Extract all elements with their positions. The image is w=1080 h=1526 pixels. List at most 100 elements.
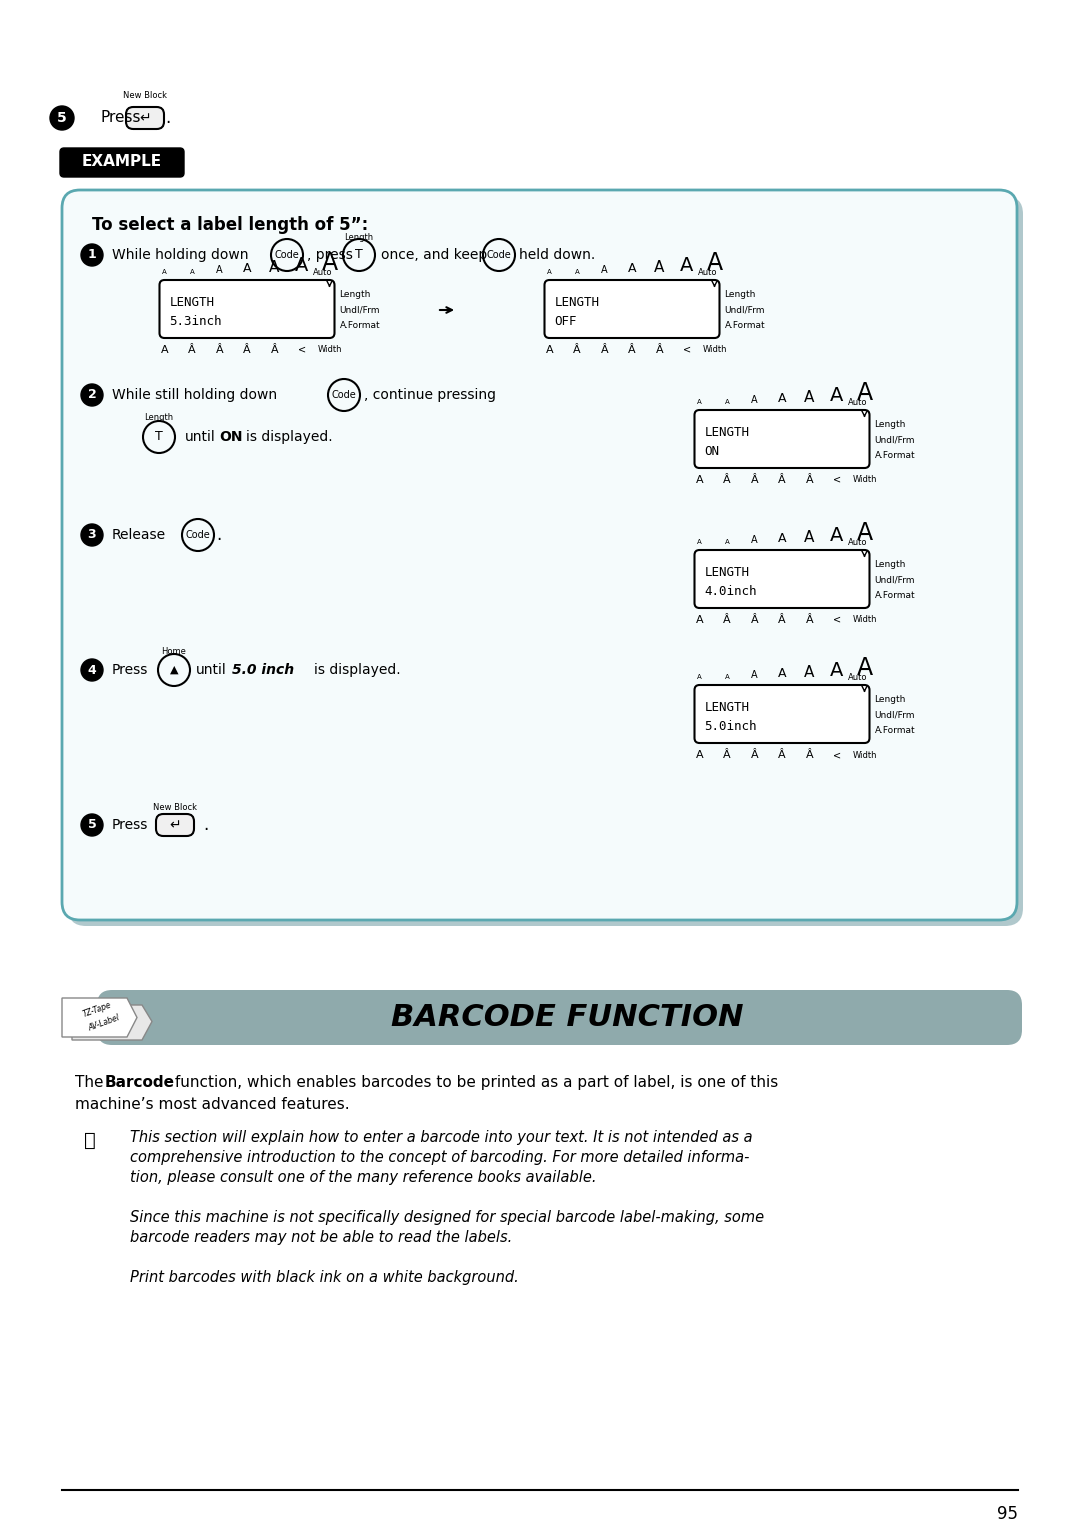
Text: barcode readers may not be able to read the labels.: barcode readers may not be able to read …: [130, 1230, 512, 1245]
Text: This section will explain how to enter a barcode into your text. It is not inten: This section will explain how to enter a…: [130, 1129, 753, 1144]
Text: .: .: [165, 108, 171, 127]
Text: A: A: [161, 345, 168, 356]
FancyBboxPatch shape: [126, 107, 164, 130]
Text: A: A: [725, 674, 729, 681]
Text: is displayed.: is displayed.: [314, 662, 401, 678]
Text: until: until: [185, 430, 216, 444]
Text: Code: Code: [332, 391, 356, 400]
Text: Barcode: Barcode: [105, 1074, 175, 1090]
Text: Length: Length: [345, 232, 374, 241]
Text: A: A: [831, 661, 843, 681]
Text: A: A: [162, 269, 167, 275]
Text: A: A: [216, 266, 222, 275]
Text: Undl/Frm: Undl/Frm: [875, 575, 915, 584]
Text: once, and keep: once, and keep: [381, 249, 487, 262]
Text: Since this machine is not specifically designed for special barcode label-making: Since this machine is not specifically d…: [130, 1210, 765, 1225]
Text: A: A: [805, 530, 814, 545]
Text: 4.0inch: 4.0inch: [704, 586, 757, 598]
Text: .: .: [216, 526, 221, 543]
Text: Â: Â: [573, 345, 581, 356]
Text: A: A: [243, 262, 252, 275]
Text: Length: Length: [339, 290, 370, 299]
FancyBboxPatch shape: [544, 279, 719, 337]
Text: Undl/Frm: Undl/Frm: [339, 305, 380, 314]
Text: A: A: [697, 398, 702, 404]
Text: Â: Â: [724, 615, 731, 626]
Text: A.Format: A.Format: [875, 591, 915, 600]
Text: A.Format: A.Format: [875, 452, 915, 461]
Text: Â: Â: [188, 345, 195, 356]
Text: Width: Width: [318, 345, 341, 354]
Text: 5.3inch: 5.3inch: [170, 316, 222, 328]
Text: Undl/Frm: Undl/Frm: [725, 305, 765, 314]
Circle shape: [81, 244, 103, 266]
Text: ON: ON: [219, 430, 243, 444]
Text: <: <: [833, 615, 841, 626]
Polygon shape: [72, 1006, 152, 1041]
Text: Â: Â: [806, 475, 813, 485]
Text: 4: 4: [87, 664, 96, 676]
FancyBboxPatch shape: [60, 148, 184, 177]
Text: New Block: New Block: [153, 803, 197, 812]
Text: 1: 1: [87, 249, 96, 261]
Text: Undl/Frm: Undl/Frm: [875, 711, 915, 720]
Text: A: A: [725, 539, 729, 545]
Text: 3: 3: [87, 528, 96, 542]
Text: Â: Â: [724, 749, 731, 760]
Circle shape: [81, 659, 103, 681]
Text: 📖: 📖: [84, 1131, 96, 1149]
Text: A: A: [697, 674, 702, 681]
Text: Auto: Auto: [698, 269, 717, 278]
Text: is displayed.: is displayed.: [246, 430, 333, 444]
Text: A: A: [752, 395, 758, 404]
Text: Release: Release: [112, 528, 166, 542]
Text: .: .: [203, 816, 208, 835]
Circle shape: [50, 105, 75, 130]
Text: T: T: [156, 430, 163, 444]
Text: A: A: [706, 250, 723, 275]
Text: A: A: [778, 392, 786, 404]
Text: Print barcodes with black ink on a white background.: Print barcodes with black ink on a white…: [130, 1270, 518, 1285]
Text: Â: Â: [779, 475, 786, 485]
Text: T: T: [355, 249, 363, 261]
Text: A: A: [831, 386, 843, 404]
Text: Code: Code: [274, 250, 299, 259]
Text: Â: Â: [806, 615, 813, 626]
Text: A: A: [856, 382, 873, 404]
Text: Width: Width: [702, 345, 727, 354]
Text: Width: Width: [852, 615, 877, 624]
Text: A: A: [805, 391, 814, 404]
Text: Â: Â: [656, 345, 663, 356]
Text: machine’s most advanced features.: machine’s most advanced features.: [75, 1097, 350, 1112]
Text: EXAMPLE: EXAMPLE: [82, 154, 162, 169]
Text: Â: Â: [779, 615, 786, 626]
Text: A.Format: A.Format: [725, 322, 765, 330]
Text: <: <: [833, 475, 841, 485]
Text: 5: 5: [87, 818, 96, 832]
Text: Auto: Auto: [313, 269, 333, 278]
FancyBboxPatch shape: [160, 279, 335, 337]
Text: To select a label length of 5”:: To select a label length of 5”:: [92, 217, 368, 233]
FancyBboxPatch shape: [694, 410, 869, 468]
Text: LENGTH: LENGTH: [704, 566, 750, 578]
Text: A: A: [752, 670, 758, 681]
Text: 95: 95: [997, 1505, 1018, 1523]
Text: Â: Â: [751, 615, 758, 626]
Text: Â: Â: [243, 345, 251, 356]
Text: Auto: Auto: [848, 398, 867, 407]
Text: <: <: [833, 749, 841, 760]
Text: , press: , press: [307, 249, 353, 262]
Text: A: A: [602, 266, 608, 275]
Text: Undl/Frm: Undl/Frm: [875, 435, 915, 444]
Text: BARCODE FUNCTION: BARCODE FUNCTION: [391, 1003, 743, 1032]
Text: Home: Home: [162, 647, 187, 656]
Text: <: <: [683, 345, 691, 356]
Text: A.Format: A.Format: [875, 726, 915, 736]
Text: Â: Â: [806, 749, 813, 760]
Text: Length: Length: [875, 694, 906, 703]
Text: tion, please consult one of the many reference books available.: tion, please consult one of the many ref…: [130, 1170, 596, 1186]
Text: While still holding down: While still holding down: [112, 388, 278, 401]
Text: TZ-Tape: TZ-Tape: [81, 1001, 112, 1019]
Text: Press: Press: [112, 818, 148, 832]
Text: A: A: [575, 269, 579, 275]
